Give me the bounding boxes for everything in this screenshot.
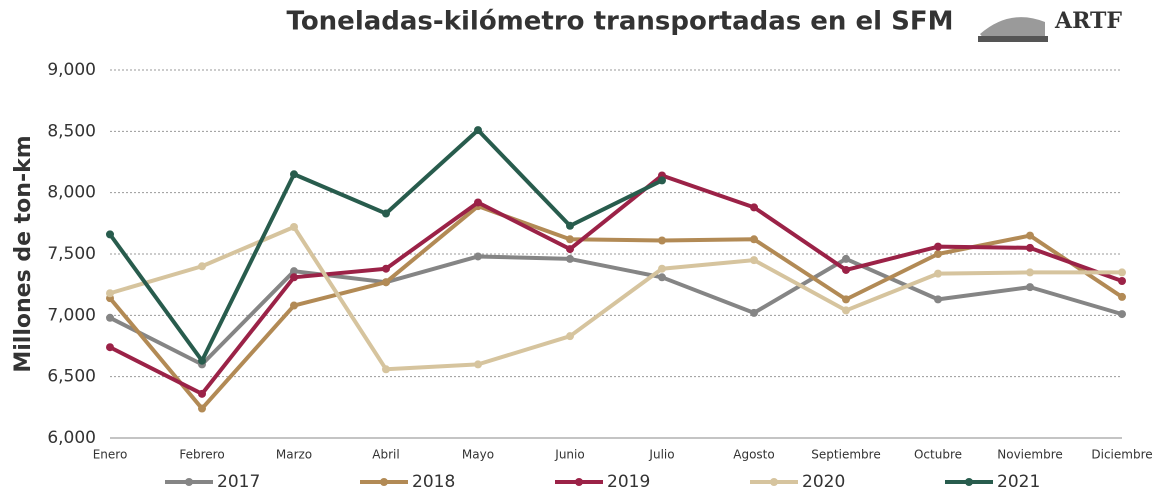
logo-bar bbox=[978, 36, 1048, 42]
data-point bbox=[198, 389, 206, 398]
data-point bbox=[934, 295, 942, 304]
logo-text: ARTF bbox=[1054, 8, 1122, 34]
y-tick-label: 7,500 bbox=[47, 244, 96, 264]
data-point bbox=[382, 264, 390, 273]
x-tick-label: Octubre bbox=[914, 448, 962, 462]
x-tick-label: Agosto bbox=[733, 448, 774, 462]
legend-label: 2018 bbox=[412, 472, 455, 492]
x-tick-label: Mayo bbox=[462, 448, 494, 462]
data-point bbox=[290, 267, 298, 276]
data-point bbox=[106, 313, 114, 322]
data-point bbox=[474, 360, 482, 369]
legend-label: 2020 bbox=[802, 472, 845, 492]
data-point bbox=[842, 254, 850, 263]
data-point bbox=[1026, 268, 1034, 277]
x-tick-label: Septiembre bbox=[811, 448, 880, 462]
logo-mark bbox=[980, 17, 1045, 40]
data-point bbox=[1118, 310, 1126, 319]
data-point bbox=[1118, 276, 1126, 285]
data-point bbox=[566, 332, 574, 341]
x-tick-label: Marzo bbox=[276, 448, 312, 462]
data-point bbox=[566, 254, 574, 263]
series-line bbox=[109, 254, 1123, 367]
data-point bbox=[658, 273, 666, 282]
legend-marker bbox=[185, 478, 193, 486]
x-tick-label: Enero bbox=[93, 448, 128, 462]
logo: ARTF bbox=[978, 8, 1122, 42]
y-tick-label: 8,000 bbox=[47, 183, 96, 203]
data-point bbox=[566, 235, 574, 244]
legend-label: 2021 bbox=[997, 472, 1040, 492]
data-point bbox=[382, 365, 390, 374]
data-point bbox=[934, 269, 942, 278]
legend-marker bbox=[575, 478, 583, 486]
data-point bbox=[382, 278, 390, 287]
data-point bbox=[198, 404, 206, 413]
data-point bbox=[750, 235, 758, 244]
y-tick-label: 8,500 bbox=[47, 121, 96, 141]
x-tick-label: Noviembre bbox=[997, 448, 1063, 462]
data-point bbox=[658, 236, 666, 245]
legend-label: 2017 bbox=[217, 472, 260, 492]
chart-title: Toneladas-kilómetro transportadas en el … bbox=[287, 7, 954, 37]
legend-marker bbox=[770, 478, 778, 486]
series-line bbox=[109, 225, 1122, 372]
data-point bbox=[290, 223, 298, 232]
data-point bbox=[474, 198, 482, 207]
series-line bbox=[109, 173, 1123, 396]
data-point bbox=[290, 170, 298, 179]
x-tick-label: Junio bbox=[554, 448, 584, 462]
y-tick-label: 6,500 bbox=[47, 367, 96, 387]
data-point bbox=[198, 262, 206, 271]
data-point bbox=[1026, 243, 1034, 252]
data-point bbox=[1026, 231, 1034, 240]
data-point bbox=[750, 203, 758, 212]
x-tick-label: Febrero bbox=[179, 448, 224, 462]
data-point bbox=[474, 252, 482, 261]
data-point bbox=[198, 356, 206, 365]
data-point bbox=[934, 242, 942, 251]
data-point bbox=[1118, 268, 1126, 277]
legend-marker bbox=[965, 478, 973, 486]
data-point bbox=[658, 176, 666, 185]
x-tick-label: Julio bbox=[648, 448, 674, 462]
data-point bbox=[1118, 292, 1126, 301]
legend-marker bbox=[380, 478, 388, 486]
legend-label: 2019 bbox=[607, 472, 650, 492]
data-point bbox=[106, 230, 114, 239]
data-point bbox=[842, 306, 850, 315]
data-point bbox=[1026, 283, 1034, 292]
y-axis-label: Millones de ton-km bbox=[11, 135, 36, 372]
y-tick-label: 7,000 bbox=[47, 305, 96, 325]
y-tick-label: 6,000 bbox=[47, 428, 96, 448]
data-point bbox=[290, 301, 298, 310]
data-point bbox=[474, 126, 482, 135]
data-point bbox=[566, 221, 574, 230]
data-point bbox=[750, 308, 758, 317]
data-point bbox=[106, 343, 114, 352]
x-tick-label: Diciembre bbox=[1091, 448, 1152, 462]
data-point bbox=[566, 245, 574, 254]
data-point bbox=[106, 289, 114, 298]
data-point bbox=[290, 273, 298, 282]
y-tick-label: 9,000 bbox=[47, 60, 96, 80]
data-point bbox=[842, 295, 850, 304]
data-point bbox=[382, 209, 390, 218]
data-point bbox=[842, 265, 850, 274]
data-point bbox=[658, 264, 666, 273]
data-point bbox=[934, 250, 942, 258]
x-tick-label: Abril bbox=[372, 448, 399, 462]
data-point bbox=[750, 256, 758, 265]
series-line bbox=[108, 204, 1124, 411]
series-line bbox=[108, 128, 663, 363]
